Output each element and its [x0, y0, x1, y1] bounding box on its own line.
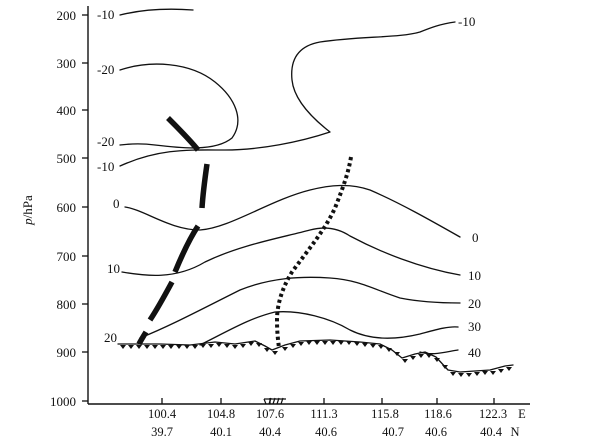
lon-label-1: 104.8	[207, 407, 235, 421]
x-latitude-labels: 39.7 40.1 40.4 40.6 40.7 40.6 40.4 N	[151, 425, 519, 439]
terrain-profile	[117, 339, 514, 377]
terrain-line	[117, 339, 514, 373]
lon-label-3: 111.3	[310, 407, 337, 421]
lon-label-5: 118.6	[424, 407, 452, 421]
lat-label-4: 40.7	[382, 425, 404, 439]
lat-label-2: 40.4	[259, 425, 282, 439]
terrain-triangles	[120, 341, 512, 377]
front-segment-middle	[199, 163, 210, 209]
front-segment-bottom	[147, 280, 175, 322]
contour-label-minus20-upper: -20	[97, 62, 114, 77]
isoline-minus10-long	[119, 21, 456, 167]
lat-label-0: 39.7	[151, 425, 173, 439]
lat-label-3: 40.6	[315, 425, 337, 439]
y-tick-labels: 200 300 400 500 600 700 800 900 1000	[50, 8, 76, 409]
y-tick-label-200: 200	[57, 8, 77, 23]
front-segment-top	[166, 116, 201, 152]
contour-label-0-left: 0	[113, 196, 120, 211]
isoline-30	[199, 311, 459, 346]
y-axis-title: p/hPa	[20, 195, 35, 226]
y-tick-label-400: 400	[57, 103, 77, 118]
lat-unit-label: N	[510, 425, 519, 439]
isoline-minus10-upper-left	[119, 8, 194, 16]
lat-label-6: 40.4	[480, 425, 503, 439]
lon-unit-label: E	[518, 407, 526, 421]
y-tick-label-500: 500	[57, 151, 77, 166]
contour-label-20-right: 20	[468, 296, 481, 311]
isolines	[119, 8, 461, 355]
x-longitude-labels: 100.4 104.8 107.6 111.3 115.8 118.6 122.…	[148, 407, 526, 421]
isoline-20	[139, 276, 461, 339]
contour-label-10-left: 10	[107, 261, 120, 276]
contour-label-20-left: 20	[104, 330, 117, 345]
lon-label-4: 115.8	[371, 407, 399, 421]
y-tick-label-600: 600	[57, 200, 77, 215]
lon-label-0: 100.4	[148, 407, 177, 421]
y-axis-title-unit: /hPa	[20, 195, 35, 218]
dotted-line-path	[274, 156, 353, 349]
contour-label-30: 30	[468, 319, 481, 334]
contour-label-minus10-top-right: -10	[458, 14, 475, 29]
lat-label-5: 40.6	[425, 425, 447, 439]
contour-labels: -10 -10 -20 -20 -10 0 0 10 10 20 20 30 4…	[97, 7, 481, 360]
x-ticks	[161, 398, 495, 404]
isoline-10	[121, 227, 461, 277]
y-ticks	[82, 14, 88, 402]
y-axis-title-symbol: p	[20, 218, 35, 226]
dotted-line	[274, 156, 353, 349]
contour-label-0-right: 0	[472, 230, 479, 245]
contour-label-minus10-left: -10	[97, 159, 114, 174]
contour-label-minus20-lower: -20	[97, 134, 114, 149]
isoline-0	[124, 184, 461, 238]
y-tick-label-300: 300	[57, 56, 77, 71]
y-tick-label-1000: 1000	[50, 394, 76, 409]
station-hatch-marker	[263, 397, 286, 405]
y-tick-label-900: 900	[57, 345, 77, 360]
contour-label-40: 40	[468, 345, 481, 360]
front-segment-lower	[172, 224, 201, 274]
y-tick-label-700: 700	[57, 249, 77, 264]
lat-label-1: 40.1	[210, 425, 232, 439]
front-segment-base	[136, 330, 149, 346]
lon-label-2: 107.6	[256, 407, 284, 421]
contour-label-10-right: 10	[468, 268, 481, 283]
lon-label-6: 122.3	[479, 407, 507, 421]
y-tick-label-800: 800	[57, 297, 77, 312]
thick-dashed-front	[136, 116, 210, 346]
contour-label-minus10-top-left: -10	[97, 7, 114, 22]
isoline-minus20	[119, 63, 239, 149]
